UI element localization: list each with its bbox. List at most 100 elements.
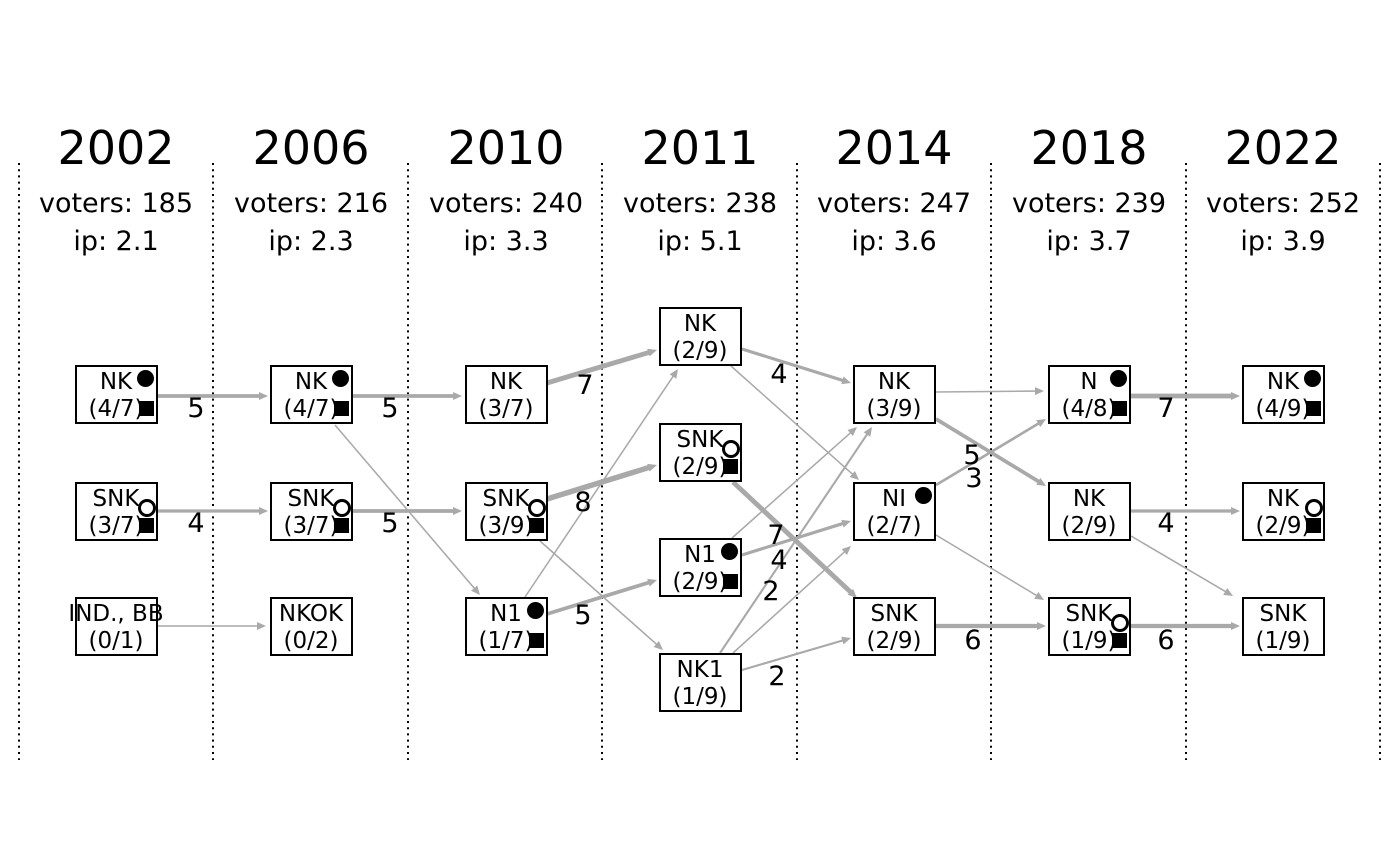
edge-weight-label: 4 (1157, 508, 1175, 539)
arrowhead-icon (257, 622, 266, 630)
filled-square-icon (1111, 401, 1127, 416)
edge-weight-label: 7 (1157, 393, 1175, 424)
edge-2014-NK-to-2018-N (935, 390, 1038, 393)
node-party-name: NI (882, 486, 906, 512)
filled-circle-icon (1109, 370, 1127, 387)
open-circle-icon (1110, 614, 1129, 632)
node-seats: (4/9) (1255, 396, 1311, 422)
node-party-name: SNK (482, 486, 530, 512)
year-label-2010: 2010 (447, 121, 565, 175)
filled-square-icon (333, 518, 349, 533)
open-circle-icon (527, 499, 546, 517)
node-seats: (3/7) (283, 513, 339, 539)
edge-2006-NK-to-2010-N1 (334, 424, 477, 591)
voters-count-label: voters: 216 (233, 188, 389, 219)
edge-weight-label: 6 (1157, 625, 1175, 656)
edge-weight-label: 8 (574, 487, 592, 518)
node-2002-INDBB: IND., BB (0/1) (68, 597, 164, 656)
edge-2011-NK1-to-2014-NI (732, 550, 847, 654)
arrowhead-icon (259, 392, 268, 400)
open-circle-icon (137, 499, 156, 517)
node-2010-N1: N1 (1/7) (464, 597, 548, 656)
node-2002-NK: NK (4/7) (74, 365, 158, 424)
node-party-name: NKOK (278, 601, 344, 627)
edge-weight-label: 4 (770, 359, 788, 390)
arrowhead-icon (841, 546, 851, 556)
edge-2011-N1-to-2014-NI (741, 521, 845, 557)
node-2010-NK: NK (3/7) (464, 365, 548, 424)
edge-weight-label: 5 (963, 440, 981, 471)
node-party-name: N1 (490, 601, 522, 627)
arrowhead-icon (647, 578, 657, 587)
voters-count-label: voters: 240 (428, 188, 584, 219)
filled-square-icon (1305, 518, 1321, 533)
edge-weight-label: 7 (767, 520, 785, 551)
node-party-name: N1 (684, 542, 716, 568)
node-seats: (2/9) (866, 628, 922, 654)
ip-value-label: ip: 3.6 (851, 226, 937, 257)
node-2014-NK: NK (3/9) (852, 365, 936, 424)
node-2011-SNK: SNK (2/9) (658, 423, 742, 482)
arrowhead-icon (1036, 419, 1046, 428)
node-party-name: IND., BB (68, 601, 164, 627)
edge-2010-N1-to-2011-N1 (546, 580, 651, 616)
arrowhead-icon (1223, 587, 1233, 596)
edge-2014-NI-to-2018-N (935, 421, 1041, 487)
edge-2011-NK-to-2014-NI (730, 365, 855, 476)
node-2011-NK1: NK1 (1/9) (658, 653, 742, 712)
arrowhead-icon (1231, 622, 1240, 630)
edge-weight-label: 5 (381, 508, 399, 539)
node-2014-NI: NI (2/7) (852, 482, 936, 541)
node-2022-NK-b: NK (2/9) (1241, 482, 1325, 541)
arrowhead-icon (453, 507, 462, 515)
edge-2018-NK-to-2022-SNK (1130, 535, 1228, 594)
year-label-2006: 2006 (252, 121, 370, 175)
year-label-2002: 2002 (57, 121, 175, 175)
edge-2011-NK1-to-2014-SNK (741, 638, 845, 672)
node-seats: (0/1) (88, 628, 144, 654)
open-circle-icon (332, 499, 351, 517)
node-party-name: NK1 (676, 657, 724, 683)
arrowhead-icon (259, 507, 268, 515)
edge-weight-label: 5 (574, 600, 592, 631)
edge-weight-label: 5 (381, 393, 399, 424)
node-2011-NK: NK (2/9) (658, 307, 742, 366)
node-2018-N: N (4/8) (1047, 365, 1131, 424)
node-party-name: SNK (287, 486, 335, 512)
node-party-name: N (1080, 369, 1098, 395)
node-seats: (2/9) (672, 454, 728, 480)
voters-count-label: voters: 252 (1205, 188, 1361, 219)
node-party-name: NK (1072, 486, 1106, 512)
node-2022-NK-a: NK (4/9) (1241, 365, 1325, 424)
year-label-2022: 2022 (1224, 121, 1342, 175)
filled-circle-icon (136, 370, 154, 387)
node-seats: (4/8) (1061, 396, 1117, 422)
edge-2011-N1-to-2014-NK (731, 431, 853, 539)
node-seats: (3/9) (866, 396, 922, 422)
arrowhead-icon (849, 471, 859, 480)
node-seats: (2/9) (672, 569, 728, 595)
arrowhead-icon (841, 376, 851, 385)
ip-value-label: ip: 5.1 (657, 226, 743, 257)
node-seats: (3/7) (478, 396, 534, 422)
edge-weight-label: 2 (762, 576, 780, 607)
filled-circle-icon (526, 602, 544, 619)
arrowhead-icon (847, 588, 857, 598)
arrowhead-icon (841, 636, 851, 645)
node-2018-SNK: SNK (1/9) (1047, 597, 1131, 656)
node-party-name: SNK (1259, 601, 1307, 627)
voters-count-label: voters: 238 (622, 188, 778, 219)
filled-square-icon (1111, 633, 1127, 648)
voters-count-label: voters: 247 (816, 188, 972, 219)
edge-2010-NK-to-2011-NK (546, 349, 651, 386)
filled-circle-icon (914, 487, 932, 504)
ip-value-label: ip: 2.1 (73, 226, 159, 257)
arrowhead-icon (1037, 622, 1046, 630)
node-seats: (4/7) (283, 396, 339, 422)
filled-square-icon (528, 633, 544, 648)
arrowhead-icon (863, 427, 872, 437)
arrowhead-icon (1034, 591, 1044, 600)
node-seats: (1/9) (1061, 628, 1117, 654)
node-seats: (1/9) (672, 684, 728, 710)
ip-value-label: ip: 3.3 (463, 226, 549, 257)
